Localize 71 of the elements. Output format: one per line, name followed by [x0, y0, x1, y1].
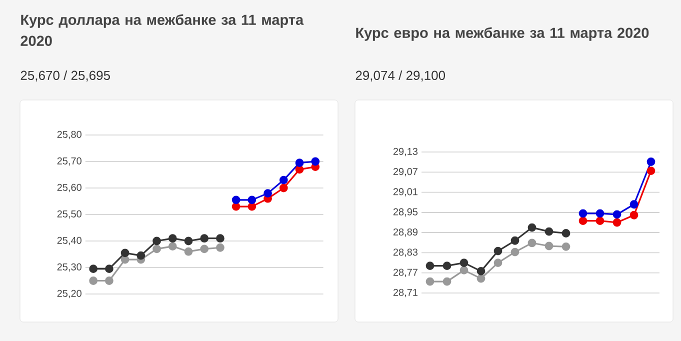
point: [136, 251, 146, 260]
point: [460, 258, 468, 267]
point: [200, 244, 209, 254]
point: [646, 166, 656, 176]
point: [248, 196, 256, 204]
point: [152, 244, 161, 254]
point: [476, 274, 486, 283]
point: [562, 229, 570, 238]
point: [184, 247, 193, 256]
point: [612, 218, 622, 227]
chart-title: Курс доллара на межбанке за 11 марта 2020: [20, 14, 304, 46]
point: [89, 276, 98, 285]
point: [460, 266, 468, 274]
chart-subtitle: 25,670 / 25,695: [20, 70, 110, 82]
point: [442, 262, 452, 270]
y-tick-label: 28,77: [393, 268, 418, 277]
point: [612, 210, 622, 219]
y-tick-label: 28,95: [393, 208, 418, 217]
point: [544, 242, 554, 250]
point: [216, 234, 224, 243]
point: [596, 216, 604, 226]
point: [578, 209, 588, 218]
y-tick-label: 25,70: [57, 157, 82, 166]
point: [216, 243, 224, 252]
y-tick-label: 28,83: [393, 248, 418, 257]
point: [578, 216, 588, 226]
point: [232, 196, 240, 204]
point: [630, 210, 638, 220]
point: [528, 238, 536, 248]
point: [168, 234, 177, 243]
point: [104, 276, 114, 285]
y-tick-label: 25,40: [57, 236, 82, 246]
chart-subtitle: 29,074 / 29,100: [356, 70, 446, 82]
point: [596, 209, 604, 218]
point: [562, 242, 570, 251]
y-tick-label: 25,50: [57, 210, 82, 219]
point: [442, 277, 452, 286]
point: [311, 157, 320, 166]
y-tick-label: 28,89: [393, 228, 418, 237]
y-tick-label: 29,07: [393, 168, 418, 176]
y-tick-label: 25,20: [57, 290, 82, 298]
point: [104, 264, 114, 274]
point: [152, 236, 161, 246]
point: [510, 236, 520, 245]
point: [264, 189, 272, 198]
point: [510, 248, 520, 256]
point: [426, 262, 434, 270]
y-tick-label: 28,71: [393, 288, 418, 298]
y-tick-label: 29,01: [393, 188, 418, 196]
chart-title: Курс евро на межбанке за 11 марта 2020: [356, 27, 649, 41]
point: [200, 234, 209, 243]
point: [279, 176, 288, 184]
point: [89, 264, 98, 274]
y-tick-label: 25,60: [57, 184, 82, 192]
point: [646, 158, 656, 166]
point: [168, 242, 177, 250]
y-tick-label: 29,13: [393, 148, 418, 156]
y-tick-label: 25,80: [57, 130, 82, 140]
point: [528, 223, 536, 232]
y-tick-label: 25,30: [57, 263, 82, 272]
point: [494, 246, 502, 256]
point: [120, 255, 130, 264]
point: [544, 227, 554, 236]
point: [295, 158, 304, 168]
point: [476, 266, 486, 276]
point: [120, 248, 130, 258]
point: [184, 236, 193, 246]
point: [279, 184, 288, 192]
point: [494, 258, 502, 267]
point: [426, 277, 434, 286]
point: [630, 200, 638, 209]
